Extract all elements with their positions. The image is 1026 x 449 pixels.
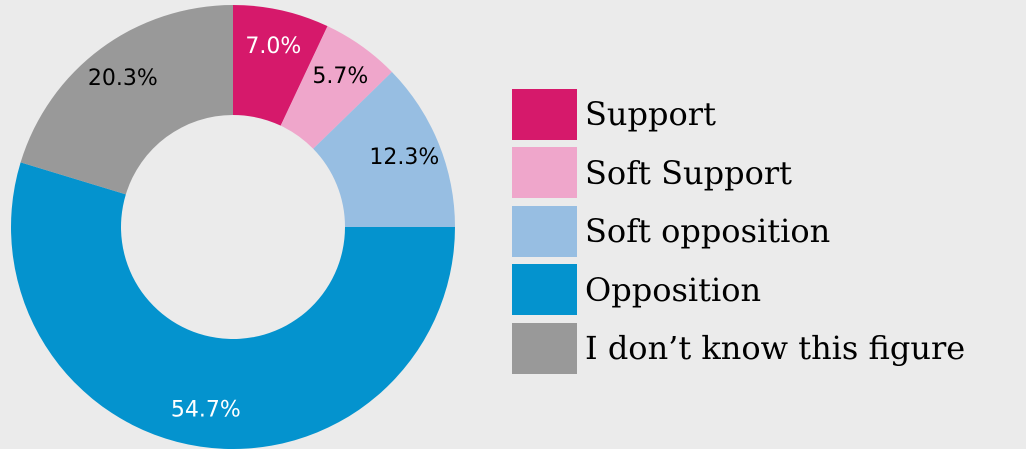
- slice-label-soft-support: 5.7%: [312, 64, 368, 89]
- chart-legend: Support Soft Support Soft opposition Opposi…: [512, 85, 965, 378]
- legend-label: I don’t know this figure: [585, 329, 966, 368]
- legend-swatch: [512, 264, 577, 316]
- slice-label-opposition: 54.7%: [171, 397, 241, 422]
- slice-opposition: [11, 162, 455, 449]
- legend-label: Soft Support: [585, 153, 792, 192]
- legend-swatch: [512, 205, 577, 257]
- legend-item-support: Support: [512, 85, 965, 144]
- legend-swatch: [512, 322, 577, 374]
- legend-swatch: [512, 147, 577, 199]
- slice-label-i-don-t-know-this-figure: 20.3%: [88, 66, 158, 91]
- legend-label: Opposition: [585, 270, 762, 309]
- slice-label-support: 7.0%: [245, 34, 301, 59]
- legend-item-opposition: Opposition: [512, 261, 965, 320]
- slice-soft-support: [280, 26, 392, 149]
- slice-label-soft-opposition: 12.3%: [369, 145, 439, 170]
- donut-chart: 7.0% 5.7% 12.3% 54.7% 20.3%: [11, 5, 455, 449]
- legend-label: Soft opposition: [585, 212, 831, 251]
- legend-swatch: [512, 88, 577, 140]
- slice-i-don-t-know-this-figure: [20, 5, 233, 195]
- slice-support: [233, 5, 328, 126]
- slice-soft-opposition: [313, 72, 455, 227]
- legend-label: Support: [585, 95, 716, 134]
- legend-item-soft-opposition: Soft opposition: [512, 202, 965, 261]
- legend-item-i-don-t-know-this-figure: I don’t know this figure: [512, 319, 965, 378]
- legend-item-soft-support: Soft Support: [512, 144, 965, 203]
